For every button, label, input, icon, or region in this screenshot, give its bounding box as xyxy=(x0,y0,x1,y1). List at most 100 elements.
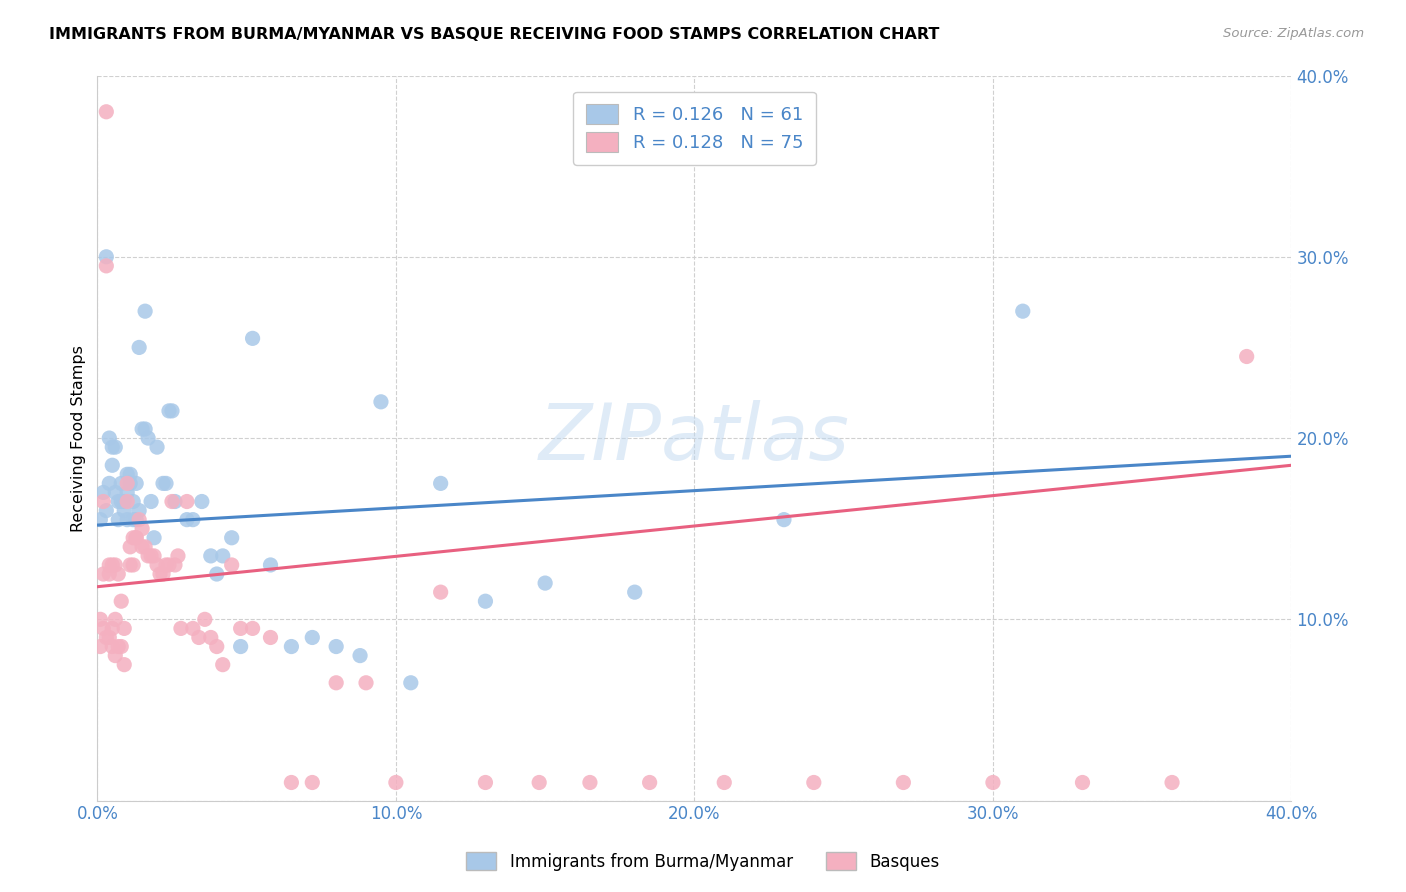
Point xyxy=(773,513,796,527)
Point xyxy=(429,476,451,491)
Point xyxy=(96,259,118,273)
Point xyxy=(98,558,121,572)
Point xyxy=(474,594,496,608)
Point xyxy=(122,531,145,545)
Point xyxy=(623,585,645,599)
Point xyxy=(211,657,233,672)
Point xyxy=(120,540,142,554)
Point xyxy=(143,531,166,545)
Point xyxy=(181,621,204,635)
Point xyxy=(104,612,127,626)
Point xyxy=(89,612,111,626)
Point xyxy=(107,567,129,582)
Point xyxy=(143,549,166,563)
Point xyxy=(280,640,302,654)
Point xyxy=(1071,775,1094,789)
Point xyxy=(98,476,121,491)
Point xyxy=(981,775,1004,789)
Point xyxy=(115,476,138,491)
Point xyxy=(354,675,377,690)
Y-axis label: Receiving Food Stamps: Receiving Food Stamps xyxy=(72,344,86,532)
Point xyxy=(112,621,135,635)
Point xyxy=(146,558,169,572)
Point xyxy=(259,631,281,645)
Point xyxy=(160,494,183,508)
Point xyxy=(91,494,114,508)
Point xyxy=(163,494,186,508)
Point xyxy=(134,304,156,318)
Point xyxy=(89,640,111,654)
Point xyxy=(122,558,145,572)
Point xyxy=(107,494,129,508)
Point xyxy=(139,494,162,508)
Point xyxy=(399,675,422,690)
Point xyxy=(157,558,180,572)
Point xyxy=(163,558,186,572)
Point xyxy=(149,567,172,582)
Point xyxy=(139,549,162,563)
Point xyxy=(104,485,127,500)
Point xyxy=(96,250,118,264)
Point xyxy=(101,458,124,473)
Point xyxy=(131,422,153,436)
Point xyxy=(325,640,347,654)
Point xyxy=(191,494,214,508)
Point xyxy=(115,513,138,527)
Point xyxy=(128,340,150,354)
Point xyxy=(713,775,735,789)
Point xyxy=(101,621,124,635)
Text: Source: ZipAtlas.com: Source: ZipAtlas.com xyxy=(1223,27,1364,40)
Point xyxy=(110,476,132,491)
Point xyxy=(638,775,661,789)
Point xyxy=(893,775,915,789)
Point xyxy=(242,331,264,345)
Point xyxy=(91,485,114,500)
Point xyxy=(104,648,127,663)
Point xyxy=(242,621,264,635)
Point xyxy=(125,531,148,545)
Point xyxy=(131,540,153,554)
Point xyxy=(229,640,252,654)
Point xyxy=(527,775,550,789)
Point xyxy=(101,440,124,454)
Point xyxy=(101,640,124,654)
Point xyxy=(221,558,243,572)
Point xyxy=(89,513,111,527)
Point xyxy=(125,513,148,527)
Point xyxy=(101,558,124,572)
Point xyxy=(112,503,135,517)
Point xyxy=(136,431,159,445)
Point xyxy=(157,404,180,418)
Point xyxy=(579,775,602,789)
Point xyxy=(120,558,142,572)
Point xyxy=(96,503,118,517)
Text: ZIPatlas: ZIPatlas xyxy=(538,401,849,476)
Point xyxy=(325,675,347,690)
Point xyxy=(155,476,177,491)
Point xyxy=(301,775,323,789)
Point xyxy=(110,594,132,608)
Point xyxy=(349,648,371,663)
Point xyxy=(91,621,114,635)
Point xyxy=(115,485,138,500)
Point xyxy=(98,631,121,645)
Point xyxy=(146,440,169,454)
Point xyxy=(1236,350,1258,364)
Point xyxy=(280,775,302,789)
Point xyxy=(370,394,392,409)
Point xyxy=(120,467,142,482)
Point xyxy=(91,567,114,582)
Point xyxy=(122,494,145,508)
Point xyxy=(301,631,323,645)
Point xyxy=(112,657,135,672)
Point xyxy=(429,585,451,599)
Point xyxy=(187,631,209,645)
Point xyxy=(131,522,153,536)
Point xyxy=(176,494,198,508)
Point xyxy=(104,440,127,454)
Point xyxy=(125,476,148,491)
Point xyxy=(128,503,150,517)
Point xyxy=(259,558,281,572)
Point xyxy=(112,494,135,508)
Point xyxy=(110,640,132,654)
